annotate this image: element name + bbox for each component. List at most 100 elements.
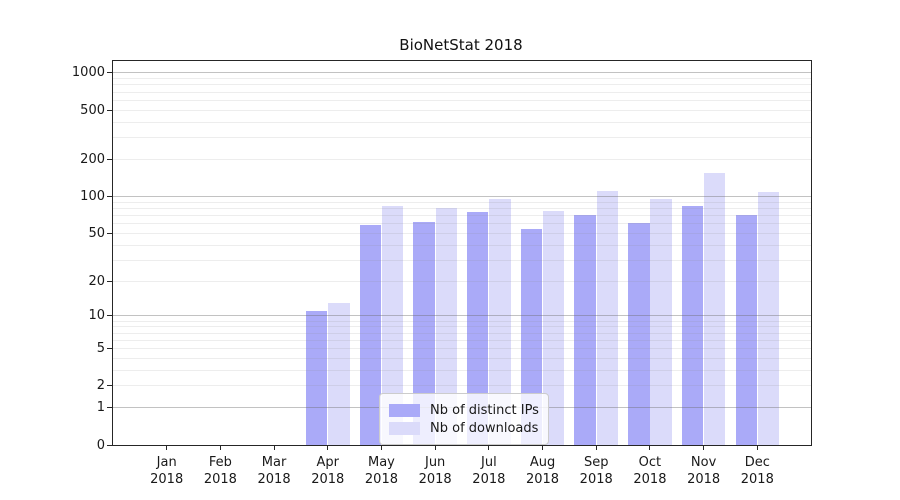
bar-ips-jun — [413, 221, 435, 445]
x-tick-year: 2018 — [740, 472, 774, 487]
bar-ips-dec — [735, 214, 757, 445]
x-tick-year: 2018 — [311, 472, 345, 487]
bar-ips-apr — [305, 311, 328, 445]
y-tick-10 — [107, 315, 112, 317]
legend-label-downloads: Nb of downloads — [430, 420, 539, 436]
x-tick-jul — [488, 446, 490, 450]
bar-ips-aug — [520, 229, 543, 445]
bar-ips-jul — [467, 211, 489, 445]
y-tick-0 — [107, 444, 112, 446]
gridline-800 — [113, 84, 811, 86]
x-tick-apr — [327, 446, 329, 450]
x-tick-dec — [756, 446, 758, 450]
gridline-500 — [113, 109, 811, 111]
plot-area: Nb of distinct IPs Nb of downloads 0 1 2 5 1… — [72, 60, 812, 487]
x-tick-year: 2018 — [203, 472, 237, 487]
bar-ips-sep — [574, 215, 596, 445]
y-tick-20 — [107, 280, 112, 282]
x-tick-year: 2018 — [418, 472, 452, 487]
bar-ips-oct — [628, 222, 650, 445]
y-tick-100 — [107, 195, 112, 197]
x-tick-month: Jun — [424, 455, 446, 470]
y-tick-label-1000: 1000 — [71, 65, 105, 81]
y-tick-label-1: 1 — [96, 400, 105, 416]
bar-downloads-apr — [328, 302, 350, 445]
x-tick-month: Apr — [316, 455, 340, 470]
x-tick-label-jul: Jul 2018 — [457, 454, 521, 488]
y-tick-label-2: 2 — [96, 378, 105, 394]
legend-swatch-distinct-ips — [389, 403, 420, 417]
x-tick-label-jan: Jan 2018 — [135, 454, 199, 488]
gridline-300 — [113, 137, 811, 139]
gridline-900 — [113, 78, 811, 80]
y-tick-5 — [107, 348, 112, 349]
y-tick-label-200: 200 — [80, 151, 105, 167]
bar-downloads-oct — [650, 198, 672, 445]
x-tick-may — [380, 446, 382, 450]
x-tick-month: Aug — [529, 455, 556, 470]
x-tick-year: 2018 — [579, 472, 613, 487]
x-tick-month: Sep — [583, 455, 609, 470]
y-tick-label-10: 10 — [88, 308, 105, 324]
legend-entry-distinct-ips: Nb of distinct IPs — [389, 402, 539, 418]
y-tick-label-50: 50 — [88, 225, 105, 241]
bar-ips-may — [359, 225, 382, 445]
x-tick-label-may: May 2018 — [349, 454, 413, 488]
legend: Nb of distinct IPs Nb of downloads — [379, 393, 549, 445]
y-tick-2 — [107, 385, 112, 387]
bar-downloads-nov — [704, 173, 726, 445]
y-tick-1000 — [107, 72, 112, 74]
y-tick-label-100: 100 — [80, 188, 105, 204]
x-tick-year: 2018 — [257, 472, 291, 487]
x-tick-year: 2018 — [687, 472, 721, 487]
bar-ips-nov — [681, 205, 704, 445]
y-tick-50 — [107, 232, 112, 234]
x-tick-label-dec: Dec 2018 — [725, 454, 789, 488]
x-tick-month: Mar — [261, 455, 287, 470]
x-tick-label-sep: Sep 2018 — [564, 454, 628, 488]
x-tick-nov — [703, 446, 705, 450]
bar-downloads-sep — [596, 190, 619, 445]
x-tick-label-nov: Nov 2018 — [672, 454, 736, 488]
gridline-600 — [113, 99, 811, 101]
y-tick-label-5: 5 — [96, 341, 105, 356]
bar-downloads-aug — [542, 211, 565, 445]
x-tick-oct — [649, 446, 651, 450]
x-tick-label-aug: Aug 2018 — [511, 454, 575, 488]
x-tick-month: Dec — [744, 455, 770, 470]
x-tick-sep — [595, 446, 597, 450]
x-tick-month: Jul — [481, 455, 497, 470]
gridline-200 — [113, 158, 811, 160]
x-tick-month: Nov — [690, 455, 717, 470]
x-tick-feb — [219, 446, 221, 450]
x-tick-label-feb: Feb 2018 — [188, 454, 252, 488]
x-tick-month: May — [368, 455, 395, 470]
y-tick-500 — [107, 109, 112, 111]
y-tick-label-20: 20 — [88, 273, 105, 289]
x-tick-year: 2018 — [633, 472, 667, 487]
x-tick-year: 2018 — [472, 472, 506, 487]
bar-downloads-jun — [435, 208, 457, 445]
x-tick-label-jun: Jun 2018 — [403, 454, 467, 488]
x-tick-label-apr: Apr 2018 — [296, 454, 360, 488]
x-tick-year: 2018 — [150, 472, 184, 487]
legend-label-distinct-ips: Nb of distinct IPs — [430, 402, 539, 418]
bar-downloads-jul — [489, 198, 511, 445]
x-tick-mar — [273, 446, 275, 450]
x-tick-month: Feb — [208, 455, 232, 470]
chart-title: BioNetStat 2018 — [399, 36, 523, 54]
y-tick-200 — [107, 158, 112, 160]
x-tick-label-oct: Oct 2018 — [618, 454, 682, 488]
gridline-400 — [113, 121, 811, 123]
bar-downloads-may — [381, 205, 404, 445]
x-tick-aug — [542, 446, 544, 450]
bar-downloads-dec — [757, 192, 780, 445]
y-tick-label-500: 500 — [80, 102, 105, 118]
x-tick-jun — [434, 446, 436, 450]
legend-entry-downloads: Nb of downloads — [389, 420, 539, 436]
y-tick-label-0: 0 — [96, 437, 105, 453]
x-tick-month: Jan — [156, 455, 177, 470]
x-tick-year: 2018 — [525, 472, 560, 487]
y-tick-1 — [107, 407, 112, 409]
